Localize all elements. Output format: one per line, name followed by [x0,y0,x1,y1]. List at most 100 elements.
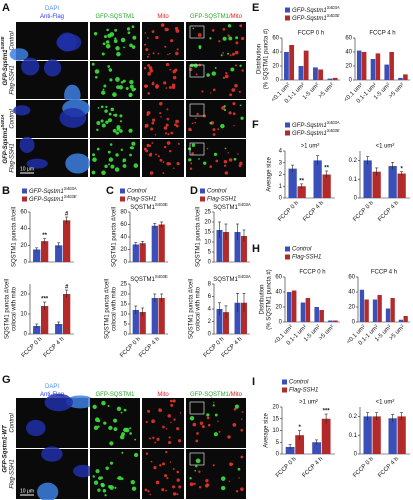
bar [291,290,297,322]
cell-signal [209,37,212,40]
cell-signal [161,488,165,492]
bar [377,295,382,322]
cell-signal [229,462,233,467]
bar [139,243,146,262]
cell-signal [156,437,160,441]
y-tick-label: 20 [345,64,352,70]
bar [397,173,406,198]
bar [33,326,41,334]
legend-label: Control [127,189,147,195]
y-tick-label: 20 [272,405,279,411]
cell-signal [171,85,176,90]
cell-signal [198,470,201,473]
bar [372,299,378,322]
cell-signal [147,64,151,67]
cell-signal [205,478,209,483]
cell-signal [144,488,148,492]
significance: # [65,285,69,291]
y-tick-label: 4 [279,149,283,155]
zoom-box [189,64,205,78]
panel-label: H [252,243,260,255]
cell-signal [189,477,192,480]
y-tick-label: 25 [204,210,211,216]
cell-signal [37,482,59,500]
cell-signal [92,153,96,157]
bar [375,53,381,80]
header-part: /Mito [229,14,243,20]
legend-label: Control [207,189,227,195]
cell-signal [198,45,202,49]
micrograph [142,398,184,448]
cell-signal [120,37,126,43]
x-tick-label: FCCP 4 h [302,200,325,223]
y-tick-label: 20 [204,220,211,226]
y-tick-label: 3 [279,160,283,166]
column-header: Mito [157,392,169,398]
panel-label: A [2,2,10,14]
cell-signal [149,437,152,440]
significance: # [65,212,69,218]
cell-signal [101,170,106,176]
cell-signal [143,147,147,151]
cell-signal [102,488,107,493]
cell-signal [220,123,225,129]
legend-swatch [285,246,290,252]
cell-signal [187,147,191,151]
cell-signal [228,111,232,115]
cell-signal [196,112,199,116]
cell-signal [123,408,127,412]
x-tick-label: >5 um² [318,82,336,100]
column-header: Anti-Flag [40,14,64,20]
cell-signal [116,51,121,57]
bar [333,320,338,322]
cell-signal [108,68,113,72]
legend-label: GFP-Sqstm1S403A [292,120,340,128]
cell-signal [169,40,172,42]
cell-signal [105,466,109,470]
bar [398,319,404,322]
cell-signal [163,81,167,85]
cell-signal [163,145,167,149]
cell-signal [122,164,127,168]
cell-signal [192,422,197,427]
micrograph [186,139,246,177]
cell-signal [209,165,213,168]
cell-signal [212,128,216,132]
y-axis-label: SQSTM1 puncta #/cell [105,279,111,339]
cell-signal [100,105,104,109]
legend-swatch [285,254,290,260]
legend-swatch [285,7,290,13]
cell-signal [159,464,162,467]
cell-signal [102,42,106,46]
text-part: SQSTM1 [130,277,155,283]
cell-signal [95,75,98,79]
chart-title: SQSTM1S403A [213,202,251,210]
cell-signal [149,68,154,73]
cell-signal [98,476,102,480]
group-label: GFP-Sqstm1S403E [0,36,8,85]
cell-signal [218,430,221,433]
cell-signal [109,32,115,37]
cell-signal [93,32,98,36]
cell-signal [227,24,232,28]
y-tick-label: 0.1 [349,433,358,439]
cell-signal [222,36,227,41]
cell-signal [228,36,233,41]
cell-signal [209,121,213,125]
cell-signal [189,167,193,170]
panel-label: I [252,376,255,388]
cell-signal [9,48,29,61]
significance: * [298,425,301,431]
cell-signal [151,82,155,86]
cell-signal [188,158,192,162]
cell-signal [217,128,220,131]
y-tick-label: 20 [20,243,27,249]
cell-signal [175,119,179,124]
cell-signal [231,88,236,92]
header-part: GFP-SQSTM1 [95,392,135,398]
y-tick-label: 0.1 [349,177,358,183]
cell-signal [168,440,172,445]
bar [223,232,229,262]
bar [286,292,292,322]
